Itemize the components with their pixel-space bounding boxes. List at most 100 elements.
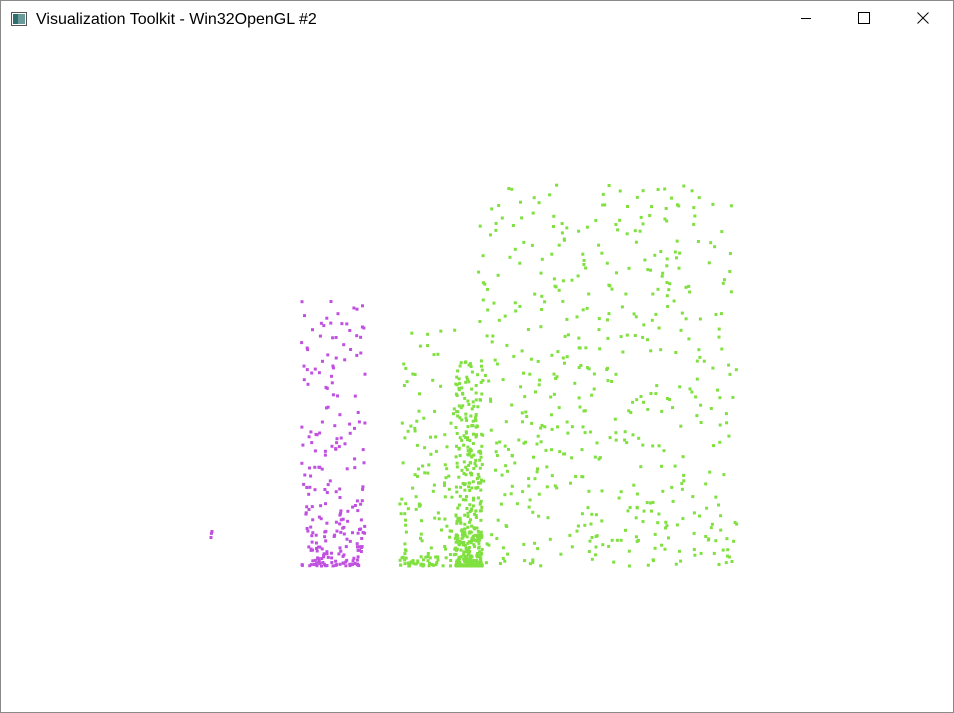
- scatter-point: [459, 521, 463, 525]
- scatter-point: [345, 467, 349, 471]
- scatter-point: [635, 492, 639, 496]
- scatter-point: [646, 563, 650, 567]
- scatter-point: [329, 300, 333, 303]
- scatter-point: [429, 435, 432, 439]
- maximize-button[interactable]: [835, 1, 893, 38]
- scatter-point: [323, 535, 327, 539]
- scatter-point: [322, 554, 326, 558]
- scatter-point: [352, 306, 356, 310]
- scatter-point: [330, 556, 334, 560]
- scatter-point: [589, 522, 593, 526]
- scatter-point: [531, 510, 535, 514]
- scatter-point: [466, 525, 470, 529]
- scatter-point: [406, 429, 410, 433]
- scatter-point: [409, 560, 413, 564]
- scatter-point: [548, 193, 552, 197]
- scatter-point: [361, 448, 365, 452]
- scatter-point: [324, 385, 328, 389]
- scatter-point: [470, 454, 474, 458]
- scatter-point: [307, 492, 311, 496]
- scatter-point: [606, 318, 609, 322]
- scatter-point: [320, 467, 324, 471]
- scatter-point: [661, 489, 665, 493]
- scatter-point: [422, 416, 426, 420]
- scatter-point: [614, 438, 618, 442]
- scatter-point: [692, 531, 696, 535]
- close-button[interactable]: [894, 1, 952, 38]
- scatter-point: [634, 240, 638, 244]
- scatter-point: [479, 488, 483, 492]
- scatter-point: [416, 560, 420, 564]
- scatter-point: [632, 483, 636, 487]
- scatter-point: [732, 539, 736, 543]
- scatter-point: [718, 396, 722, 400]
- scatter-point: [348, 431, 352, 435]
- scatter-point: [474, 413, 478, 417]
- scatter-point: [473, 545, 477, 549]
- scatter-point: [650, 318, 654, 322]
- scatter-point: [457, 377, 461, 381]
- scatter-point: [593, 455, 597, 459]
- vtk-app-icon: [11, 12, 27, 26]
- scatter-point: [481, 298, 485, 302]
- scatter-point: [690, 189, 694, 193]
- scatter-point: [326, 405, 330, 409]
- scatter-point: [723, 278, 726, 282]
- scatter-point: [319, 517, 323, 521]
- scatter-point: [466, 511, 470, 515]
- scatter-point: [310, 540, 314, 544]
- scatter-point: [727, 363, 731, 367]
- scatter-point: [473, 559, 477, 563]
- scatter-point: [429, 452, 433, 456]
- scatter-point: [341, 554, 345, 558]
- scatter-point: [421, 558, 425, 562]
- scatter-point: [445, 445, 449, 449]
- scatter-point: [460, 386, 464, 390]
- scatter-point: [479, 481, 483, 485]
- scatter-point: [415, 419, 419, 423]
- scatter-point: [590, 512, 594, 516]
- scatter-point: [305, 346, 309, 350]
- scatter-point: [549, 413, 553, 417]
- scatter-point: [455, 548, 458, 552]
- scatter-point: [306, 529, 310, 533]
- scatter-point: [464, 465, 468, 469]
- scatter-point: [461, 392, 465, 396]
- scatter-point: [717, 503, 720, 507]
- render-viewport[interactable]: [1, 38, 953, 712]
- scatter-point: [307, 545, 311, 549]
- scatter-point: [433, 409, 437, 413]
- scatter-point: [480, 364, 483, 368]
- scatter-point: [479, 533, 483, 537]
- scatter-point: [654, 312, 658, 316]
- scatter-point: [623, 438, 627, 442]
- scatter-point: [355, 545, 359, 549]
- scatter-point: [568, 533, 572, 537]
- scatter-point: [462, 460, 466, 464]
- scatter-point: [597, 328, 601, 332]
- scatter-point: [328, 479, 332, 483]
- scatter-point: [462, 472, 466, 475]
- scatter-point: [656, 188, 660, 191]
- scatter-point: [476, 529, 480, 533]
- scatter-point: [476, 536, 480, 540]
- scatter-point: [359, 550, 363, 553]
- scatter-point: [708, 470, 712, 474]
- scatter-point: [467, 380, 471, 384]
- scatter-point: [478, 320, 482, 323]
- scatter-point: [570, 278, 574, 282]
- scatter-point: [348, 329, 352, 332]
- scatter-point: [624, 292, 628, 296]
- minimize-button[interactable]: [777, 1, 835, 38]
- scatter-point: [727, 555, 731, 559]
- scatter-point: [358, 528, 361, 531]
- scatter-point: [363, 372, 367, 376]
- scatter-point: [657, 444, 661, 448]
- scatter-point: [346, 509, 350, 513]
- scatter-point: [639, 395, 643, 398]
- scatter-point: [597, 243, 601, 247]
- title-bar[interactable]: Visualization Toolkit - Win32OpenGL #2: [1, 1, 953, 38]
- scatter-point: [454, 552, 458, 556]
- scatter-point: [530, 421, 534, 425]
- scatter-point: [426, 555, 430, 558]
